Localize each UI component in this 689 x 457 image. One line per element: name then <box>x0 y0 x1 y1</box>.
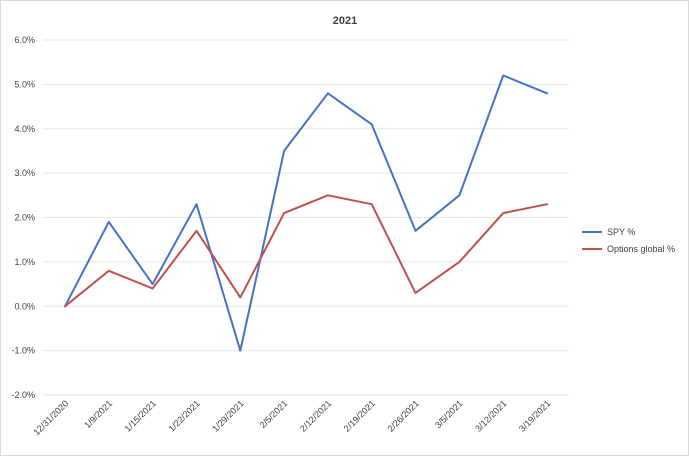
x-tick-label: 2/12/2021 <box>298 398 333 433</box>
data-point <box>502 75 504 76</box>
x-tick-label: 2/26/2021 <box>386 398 421 433</box>
x-tick-label: 1/15/2021 <box>123 398 158 433</box>
x-tick-label: 1/22/2021 <box>166 398 201 433</box>
data-point <box>283 212 285 214</box>
y-tick-label: 6.0% <box>14 35 35 45</box>
x-tick-label: 1/29/2021 <box>210 398 245 433</box>
data-point <box>502 212 504 214</box>
data-point <box>546 92 548 94</box>
x-tick-label: 3/12/2021 <box>473 398 508 433</box>
y-axis-ticks: -2.0% -1.0% 0.0% 1.0% 2.0% 3.0% 4.0% 5.0% 6.0% <box>11 35 35 400</box>
y-tick-label: 1.0% <box>14 257 35 267</box>
y-tick-label: 5.0% <box>14 79 35 89</box>
data-point <box>458 194 460 196</box>
data-point <box>327 194 329 196</box>
x-tick-label: 1/9/2021 <box>82 398 114 430</box>
data-point <box>195 203 197 205</box>
data-point <box>195 230 197 232</box>
y-tick-label: -2.0% <box>11 390 35 400</box>
series-line-2 <box>64 194 548 308</box>
data-point <box>239 350 241 352</box>
series-line-1 <box>64 74 548 352</box>
data-point <box>415 292 417 294</box>
legend-label: Options global % <box>607 244 675 254</box>
data-point <box>371 123 373 125</box>
x-tick-label: 3/5/2021 <box>433 398 465 430</box>
data-point <box>546 203 548 205</box>
series-layer <box>64 74 548 352</box>
legend: SPY % Options global % <box>582 227 675 254</box>
data-point <box>108 270 110 272</box>
x-axis-ticks: 12/31/2020 1/9/2021 1/15/2021 1/22/2021 1/29… <box>31 398 552 437</box>
data-point <box>458 261 460 263</box>
x-tick-label: 3/19/2021 <box>517 398 552 433</box>
data-point <box>371 203 373 205</box>
data-point <box>327 92 329 94</box>
data-point <box>415 230 417 232</box>
y-tick-label: 0.0% <box>14 301 35 311</box>
x-tick-label: 2/5/2021 <box>258 398 290 430</box>
data-point <box>64 305 66 307</box>
data-point <box>152 283 154 285</box>
legend-label: SPY % <box>607 227 635 237</box>
chart-title: 2021 <box>333 15 357 27</box>
data-point <box>108 221 110 223</box>
data-point <box>152 288 154 289</box>
data-point <box>239 296 241 298</box>
y-tick-label: 2.0% <box>14 213 35 223</box>
y-tick-label: 4.0% <box>14 124 35 134</box>
x-tick-label: 12/31/2020 <box>31 398 70 437</box>
y-tick-label: -1.0% <box>11 346 35 356</box>
grid-layer <box>43 39 569 396</box>
y-tick-label: 3.0% <box>14 168 35 178</box>
data-point <box>283 150 285 152</box>
x-tick-label: 2/19/2021 <box>342 398 377 433</box>
